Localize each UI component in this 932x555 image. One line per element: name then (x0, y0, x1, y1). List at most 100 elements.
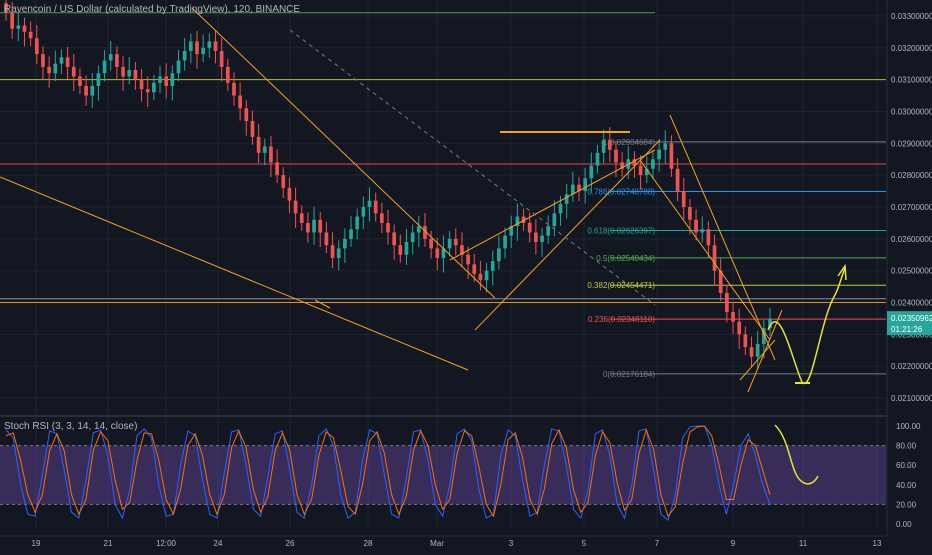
candle-body-20 (127, 70, 132, 77)
candle-body-62 (386, 222, 390, 233)
candle-body-32 (201, 47, 206, 55)
candle-body-56 (349, 229, 353, 239)
time-axis[interactable]: 19 21 12:00 24 26 28 Mar 3 5 7 9 11 13 (0, 535, 887, 548)
candle-body-14 (90, 85, 95, 96)
rsi-tick-1: 80.00 (896, 442, 917, 451)
candle-body-109 (675, 168, 680, 192)
price-tick-4: 0.02900000 (891, 139, 932, 148)
candle-body-120 (743, 334, 748, 348)
candle-body-88 (546, 226, 551, 236)
time-tick-1: 21 (104, 539, 113, 548)
candle-body-26 (164, 76, 169, 86)
last-price-badge (887, 311, 932, 336)
time-tick-8: 5 (582, 539, 587, 548)
candle-body-124 (768, 318, 772, 329)
time-tick-4: 26 (286, 539, 295, 548)
price-tick-2: 0.03100000 (891, 76, 932, 85)
candle-body-72 (447, 238, 452, 249)
candle-body-15 (96, 73, 101, 86)
rsi-tick-2: 60.00 (896, 461, 917, 470)
candle-body-69 (429, 238, 433, 249)
candle-body-90 (558, 203, 563, 214)
trend-line-5 (639, 159, 771, 341)
wedge-line-b (739, 339, 776, 381)
price-tick-9: 0.02400000 (891, 299, 932, 308)
candle-body-7 (47, 66, 51, 74)
candle-body-99 (614, 149, 618, 163)
price-axis-bg (887, 0, 932, 550)
candle-body-106 (657, 149, 661, 160)
candle-body-110 (681, 191, 686, 207)
fib-label-0: 0(0.02176184) (603, 370, 655, 379)
candle-body-65 (404, 242, 409, 255)
trend-drawings[interactable] (0, 7, 847, 393)
candle-body-61 (379, 213, 384, 223)
countdown-label: 01:21:26 (891, 325, 923, 334)
candle-body-73 (453, 238, 458, 246)
candle-body-31 (195, 41, 199, 55)
candle-body-38 (238, 95, 242, 109)
candle-body-78 (484, 270, 489, 281)
candle-body-29 (182, 50, 187, 61)
candle-body-89 (552, 213, 557, 227)
rsi-projection (774, 424, 819, 485)
candle-body-53 (330, 245, 335, 258)
fib-label-0.382: 0.382(0.02454471) (587, 281, 655, 290)
candle-body-98 (607, 140, 612, 150)
candle-body-37 (232, 82, 236, 96)
candle-body-28 (176, 60, 181, 74)
candle-body-13 (84, 85, 88, 96)
candle-body-66 (410, 232, 415, 243)
price-tick-12: 0.02100000 (891, 394, 932, 403)
candle-body-96 (595, 152, 600, 166)
candle-body-113 (700, 229, 705, 233)
rsi-d-line (5, 425, 771, 518)
fib-label-1: 1(0.02904684) (603, 138, 655, 147)
candle-body-86 (534, 232, 538, 243)
candle-body-47 (293, 200, 298, 214)
fibonacci-retracement[interactable]: 1(0.02904684) 0.786(0.02748788) 0.618(0.02… (587, 138, 886, 379)
candle-body-6 (41, 54, 45, 67)
candle-body-43 (269, 146, 273, 163)
candle-body-10 (65, 57, 70, 67)
candle-body-84 (521, 216, 526, 223)
time-tick-0: 19 (32, 539, 41, 548)
price-tick-0: 0.03300000 (891, 12, 932, 21)
candle-body-42 (262, 146, 267, 153)
candle-body-16 (102, 60, 107, 74)
trend-line-4 (669, 114, 776, 361)
candle-body-80 (497, 248, 501, 262)
candle-body-74 (460, 245, 464, 255)
candle-body-21 (133, 70, 138, 80)
candle-body-60 (373, 200, 378, 214)
candle-body-45 (281, 175, 286, 188)
time-tick-6: Mar (430, 539, 444, 548)
candle-body-4 (28, 31, 33, 39)
candle-body-93 (577, 184, 581, 192)
candle-body-19 (121, 66, 125, 77)
price-axis[interactable]: 0.03300000 0.03200000 0.03100000 0.03000000… (886, 0, 932, 550)
candle-body-3 (22, 25, 27, 32)
candle-body-59 (367, 200, 372, 207)
candle-body-87 (540, 235, 544, 243)
last-price-label: 0.02350962 (891, 314, 932, 323)
rsi-k-line (5, 425, 771, 521)
trend-line-3 (449, 149, 656, 261)
candle-body-30 (188, 41, 193, 51)
candle-body-41 (256, 136, 261, 153)
candle-body-123 (761, 328, 766, 344)
trend-line-2 (474, 139, 661, 331)
candle-body-108 (669, 143, 674, 169)
candle-body-39 (244, 108, 249, 122)
time-tick-7: 3 (509, 539, 514, 548)
time-tick-9: 7 (655, 539, 660, 548)
candle-body-76 (472, 264, 477, 274)
candle-body-85 (527, 222, 532, 233)
candle-body-50 (312, 219, 316, 233)
fib-label-0.5: 0.5(0.02540434) (596, 254, 655, 263)
candle-body-8 (53, 63, 58, 74)
candle-body-83 (515, 216, 520, 227)
candle-body-25 (158, 76, 162, 83)
